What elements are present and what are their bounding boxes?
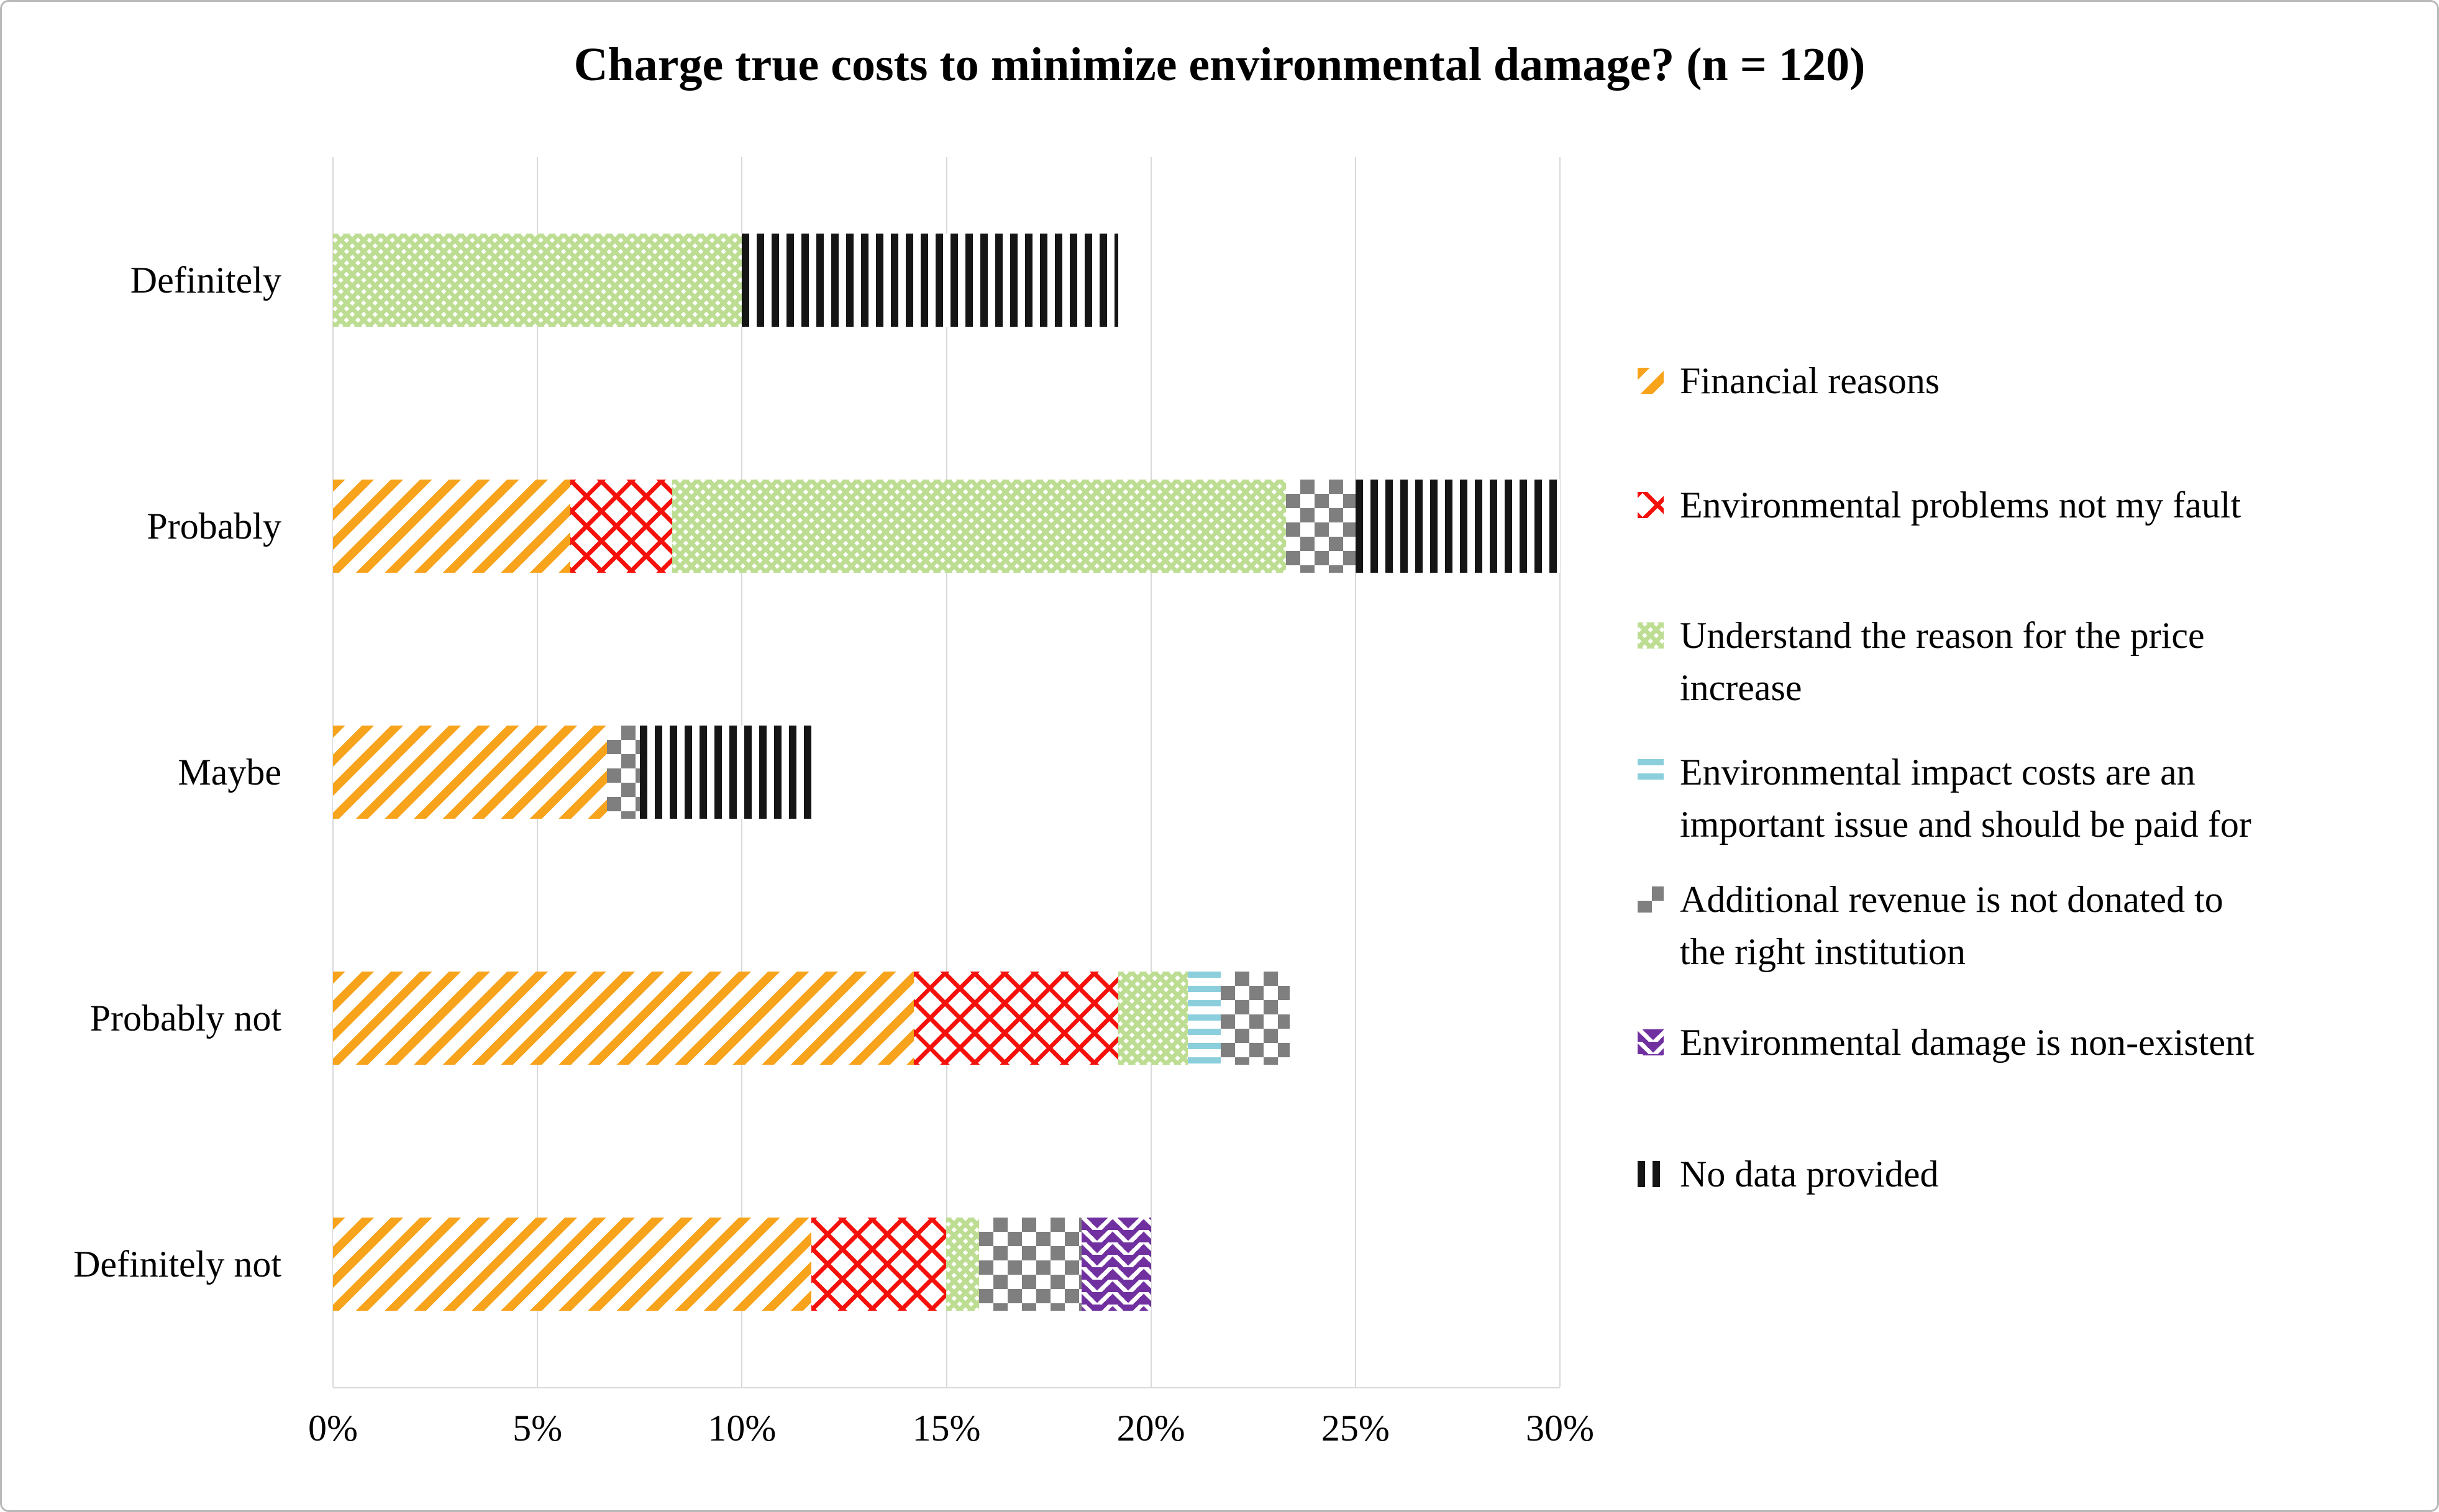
- bar-segment: [1220, 972, 1290, 1065]
- legend-label-line: No data provided: [1680, 1154, 1939, 1195]
- bar-segment: [333, 1218, 812, 1311]
- gridline-20%: [1150, 157, 1152, 1387]
- legend-item: No data provided: [1638, 1148, 2433, 1200]
- bar-segment: [1187, 972, 1221, 1065]
- value-axis: 0% 5% 10% 15% 20% 25% 30%: [308, 1407, 1594, 1475]
- tick-label: 5%: [513, 1408, 563, 1449]
- bar-segment: [946, 1218, 980, 1311]
- fault-pattern-swatch-icon: [1638, 492, 1664, 518]
- legend-label-line: Additional revenue is not donated to: [1680, 879, 2223, 920]
- bar-row-probably-not: [333, 972, 1290, 1065]
- bar-segment: [811, 1218, 947, 1311]
- gridline-25%: [1354, 157, 1356, 1387]
- tick-label: 25%: [1321, 1408, 1390, 1449]
- impact-pattern-swatch-icon: [1638, 759, 1664, 785]
- legend-item: Environmental damage is non-existent: [1638, 1016, 2433, 1068]
- bar-segment: [979, 1218, 1082, 1311]
- category-label: Maybe: [178, 752, 281, 793]
- bar-segment: [607, 726, 640, 819]
- bar-row-maybe: [333, 726, 812, 819]
- legend-item: Financial reasons: [1638, 355, 2433, 407]
- bar-segment: [333, 726, 608, 819]
- gridline-30%: [1559, 157, 1561, 1387]
- category-label: Definitely: [130, 260, 281, 301]
- legend-label: Environmental damage is non-existent: [1680, 1016, 2254, 1068]
- gridline-15%: [946, 157, 947, 1387]
- tick-label: 20%: [1116, 1408, 1185, 1449]
- bar-segment: [672, 480, 1286, 573]
- legend-label-line: Environmental damage is non-existent: [1680, 1022, 2254, 1063]
- bar-segment: [333, 480, 570, 573]
- legend-label-line: Environmental impact costs are an: [1680, 752, 2195, 793]
- plot-area: [332, 157, 1561, 1388]
- category-label: Probably not: [89, 998, 281, 1039]
- tick-label: 0%: [308, 1408, 358, 1449]
- nodata-pattern-swatch-icon: [1638, 1161, 1664, 1187]
- legend-label-line: Financial reasons: [1680, 360, 1940, 401]
- legend-label: No data provided: [1680, 1148, 1939, 1200]
- bar-row-definitely-not: [333, 1218, 1151, 1311]
- understand-pattern-swatch-icon: [1638, 622, 1664, 649]
- legend: Financial reasons Environmental problems …: [1638, 2, 2433, 1510]
- legend-item: Environmental problems not my fault: [1638, 479, 2433, 531]
- legend-label-line: Understand the reason for the price: [1680, 615, 2205, 656]
- legend-label-line: increase: [1680, 667, 1802, 708]
- legend-label-line: important issue and should be paid for: [1680, 804, 2251, 845]
- legend-label-line: the right institution: [1680, 931, 1966, 972]
- revenue-pattern-swatch-icon: [1638, 886, 1664, 913]
- category-axis: Definitely Probably Maybe Probably not Defin…: [2, 157, 291, 1387]
- bar-segment: [1081, 1218, 1151, 1311]
- tick-label: 15%: [912, 1408, 981, 1449]
- bar-row-definitely: [333, 234, 1118, 327]
- bar-segment: [1285, 480, 1356, 573]
- category-label: Probably: [147, 506, 281, 547]
- damage-pattern-swatch-icon: [1638, 1029, 1664, 1055]
- legend-label: Additional revenue is not donated to the …: [1680, 873, 2223, 978]
- legend-label: Financial reasons: [1680, 355, 1940, 407]
- legend-item: Understand the reason for the price incre…: [1638, 609, 2433, 714]
- legend-label: Environmental problems not my fault: [1680, 479, 2241, 531]
- financial-pattern-swatch-icon: [1638, 368, 1664, 394]
- bar-segment: [1355, 480, 1560, 573]
- bar-row-probably: [333, 480, 1560, 573]
- category-label: Definitely not: [73, 1244, 281, 1285]
- tick-label: 10%: [708, 1408, 777, 1449]
- bar-segment: [1118, 972, 1188, 1065]
- chart-title: Charge true costs to minimize environmen…: [573, 39, 1866, 91]
- bar-segment: [639, 726, 812, 819]
- bar-segment: [570, 480, 673, 573]
- bar-segment: [333, 972, 914, 1065]
- legend-label: Environmental impact costs are an importa…: [1680, 746, 2251, 850]
- bar-segment: [913, 972, 1118, 1065]
- legend-label-line: Environmental problems not my fault: [1680, 485, 2241, 526]
- bar-segment: [742, 234, 1118, 327]
- tick-label: 30%: [1526, 1408, 1594, 1449]
- bar-segment: [333, 234, 742, 327]
- legend-item: Environmental impact costs are an importa…: [1638, 746, 2433, 850]
- legend-label: Understand the reason for the price incre…: [1680, 609, 2205, 714]
- legend-item: Additional revenue is not donated to the …: [1638, 873, 2433, 978]
